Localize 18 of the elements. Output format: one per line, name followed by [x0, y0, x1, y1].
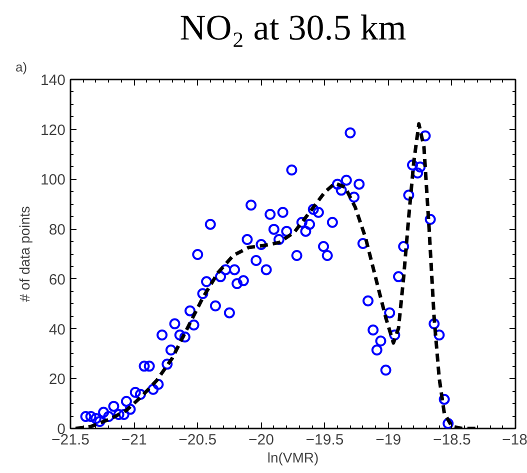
y-tick-label: 80 — [48, 222, 66, 239]
text: a) — [16, 60, 28, 74]
chart-title: NO₂ at 30.5 km — [180, 8, 406, 48]
x-tick-label: −18 — [502, 432, 527, 448]
y-tick-label: 100 — [40, 172, 66, 189]
y-tick-label: 60 — [48, 271, 66, 288]
y-tick-label: 40 — [48, 321, 66, 338]
x-axis-title: ln(VMR) — [267, 450, 319, 466]
x-tick-label: −21 — [121, 432, 147, 448]
y-tick-label: 120 — [40, 122, 66, 139]
y-axis-title: # of data points — [16, 206, 32, 302]
x-tick-label: −20.5 — [178, 432, 217, 448]
x-tick-label: −19.5 — [306, 432, 344, 448]
x-tick-label: −19 — [376, 432, 402, 448]
y-tick-label: 20 — [48, 371, 66, 388]
x-tick-label: −20 — [248, 432, 274, 448]
y-tick-label: 140 — [40, 72, 66, 89]
x-tick-label: −18.5 — [432, 432, 471, 448]
